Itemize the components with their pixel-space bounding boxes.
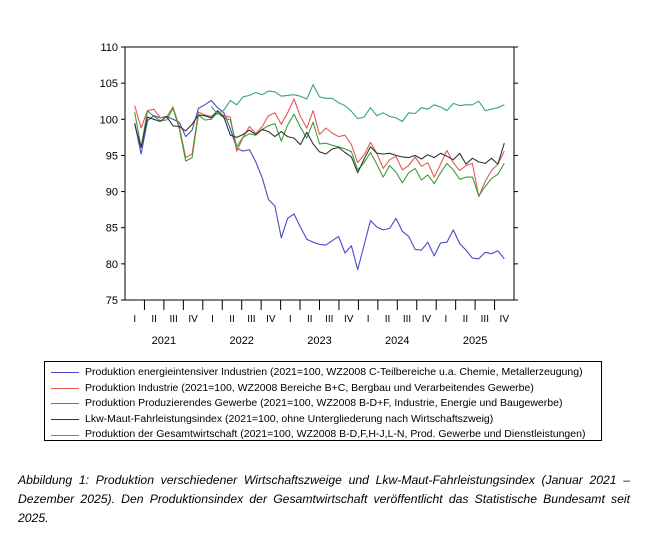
y-tick-label: 75 — [106, 295, 118, 307]
quarter-label: III — [481, 314, 489, 325]
quarter-label: II — [229, 314, 235, 325]
legend-label: Produktion der Gesamtwirtschaft (2021=10… — [85, 428, 586, 441]
y-tick-label: 90 — [106, 187, 118, 199]
quarter-label: II — [151, 314, 157, 325]
series-line-3 — [134, 107, 505, 197]
plot-frame — [124, 46, 515, 301]
year-label: 2023 — [307, 335, 331, 347]
legend-swatch — [51, 434, 79, 436]
quarter-label: III — [403, 314, 411, 325]
figure-caption: Abbildung 1: Produktion verschiedener Wi… — [18, 473, 630, 525]
quarter-label: I — [367, 314, 370, 325]
legend-label: Produktion Industrie (2021=100, WZ2008 B… — [85, 381, 534, 394]
series-layer — [134, 84, 505, 271]
quarter-label: IV — [188, 314, 198, 325]
y-axis: 75 80 85 90 95 100 105 110 — [100, 42, 518, 307]
y-tick-label: 80 — [106, 259, 118, 271]
legend-item: Produktion der Gesamtwirtschaft (2021=10… — [51, 427, 601, 443]
year-label: 2022 — [229, 335, 253, 347]
legend-item: Produktion energieintensiver Industrien … — [51, 365, 601, 381]
quarter-label: I — [445, 314, 448, 325]
legend-swatch — [51, 403, 79, 405]
quarter-label: IV — [500, 314, 510, 325]
year-label: 2021 — [152, 335, 176, 347]
quarter-label: II — [307, 314, 313, 325]
quarter-label: IV — [344, 314, 354, 325]
quarter-label: III — [169, 314, 177, 325]
quarter-label: IV — [422, 314, 432, 325]
series-line-2 — [134, 98, 505, 198]
legend-swatch — [51, 419, 79, 421]
quarter-label: II — [385, 314, 391, 325]
y-tick-label: 85 — [106, 223, 118, 235]
legend-label: Lkw-Maut-Fahrleistungsindex (2021=100, o… — [85, 412, 494, 425]
legend-swatch — [51, 387, 79, 389]
quarter-label: I — [289, 314, 292, 325]
legend-item: Lkw-Maut-Fahrleistungsindex (2021=100, o… — [51, 412, 601, 428]
series-line-5 — [210, 84, 505, 123]
legend-label: Produktion energieintensiver Industrien … — [85, 366, 583, 378]
quarter-label: II — [463, 314, 469, 325]
legend-item: Produktion Produzierendes Gewerbe (2021=… — [51, 396, 601, 412]
legend-item: Produktion Industrie (2021=100, WZ2008 B… — [51, 381, 601, 397]
quarter-label: IV — [266, 314, 276, 325]
series-line-4 — [134, 110, 505, 174]
quarter-label: III — [325, 314, 333, 325]
legend: Produktion energieintensiver Industrien … — [44, 361, 602, 441]
legend-label: Produktion Produzierendes Gewerbe (2021=… — [85, 397, 563, 410]
y-tick-label: 95 — [106, 150, 118, 162]
y-tick-label: 100 — [100, 114, 118, 126]
year-label: 2025 — [463, 335, 487, 347]
series-line-1 — [134, 99, 505, 271]
quarter-label: I — [211, 314, 214, 325]
x-axis: I II III IV I II III IV I II III IV I II III IV I II III IV… — [133, 300, 509, 347]
year-label: 2024 — [385, 335, 409, 347]
legend-swatch — [51, 372, 79, 374]
quarter-label: III — [247, 314, 255, 325]
y-tick-label: 105 — [100, 78, 118, 90]
quarter-label: I — [133, 314, 136, 325]
y-tick-label: 110 — [100, 42, 118, 54]
